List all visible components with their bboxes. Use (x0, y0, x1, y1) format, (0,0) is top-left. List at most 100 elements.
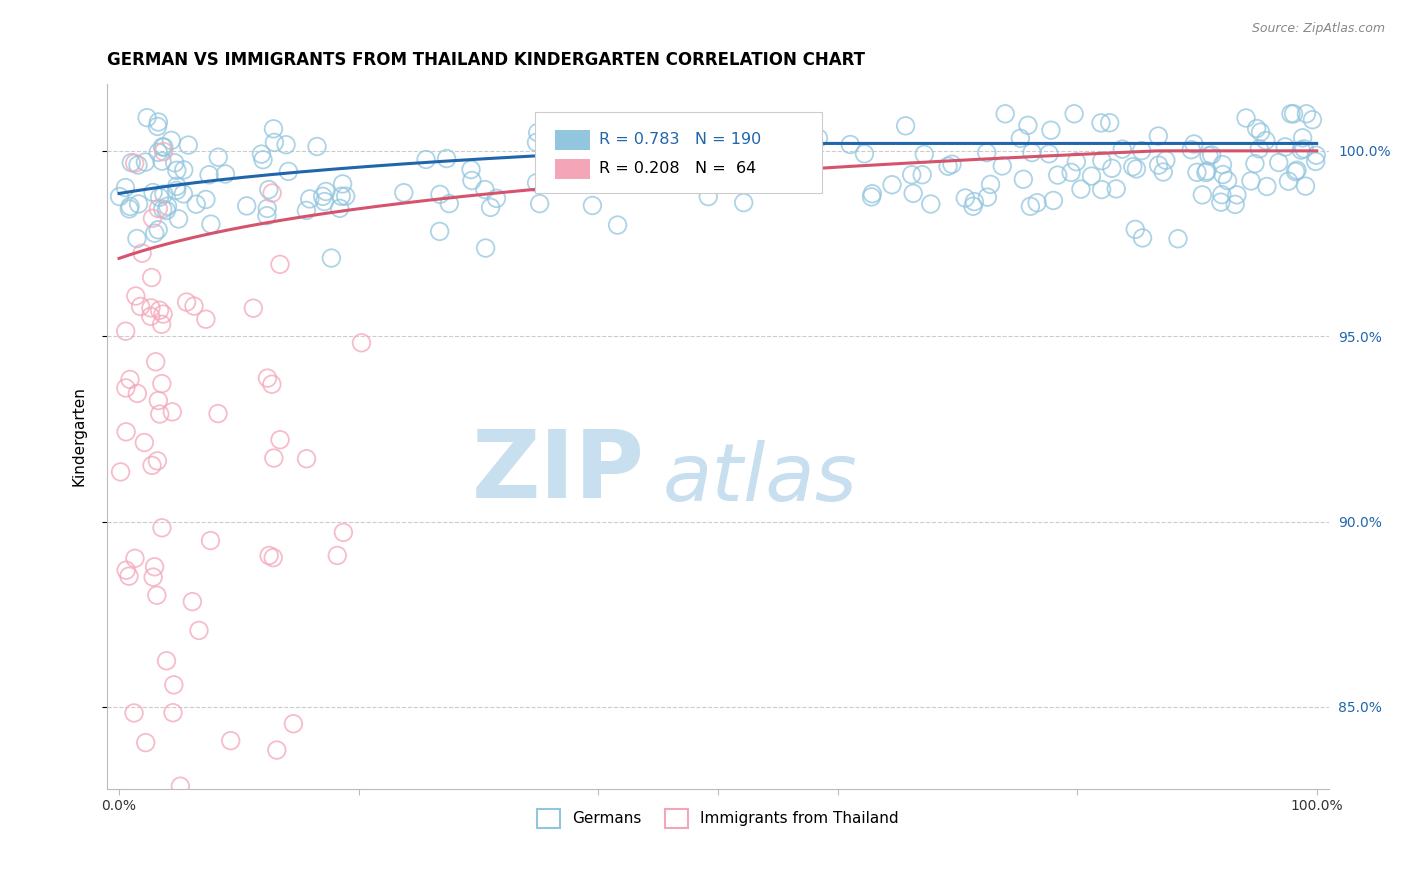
Point (176, 295, 198, 310)
Point (143, 226, 166, 240)
Legend: Germans, Immigrants from Thailand: Germans, Immigrants from Thailand (531, 803, 904, 834)
Point (152, 145, 174, 159)
Point (314, 194, 336, 209)
Point (606, 218, 628, 232)
Point (149, 190, 172, 204)
Point (436, 152, 458, 166)
Point (1244, 156, 1267, 170)
Point (118, 202, 141, 216)
Point (429, 224, 451, 238)
Point (150, 318, 173, 332)
Point (1285, 163, 1308, 178)
Point (188, 624, 211, 638)
Point (749, 169, 772, 183)
Point (149, 303, 172, 318)
Point (269, 433, 291, 447)
Text: atlas: atlas (662, 440, 858, 517)
Point (1240, 174, 1263, 188)
Point (142, 186, 165, 200)
Point (1305, 148, 1327, 162)
Point (1305, 154, 1327, 169)
Point (901, 186, 924, 201)
Point (256, 371, 278, 385)
Point (911, 168, 934, 182)
Point (976, 145, 998, 160)
Point (1060, 165, 1083, 179)
Point (474, 182, 496, 196)
Point (1211, 158, 1233, 172)
Point (1125, 161, 1147, 176)
Point (262, 186, 284, 200)
Point (1122, 160, 1144, 174)
Point (1284, 164, 1306, 178)
Point (263, 121, 285, 136)
Point (1130, 144, 1153, 158)
Point (122, 706, 145, 720)
Point (262, 550, 284, 565)
Point (538, 161, 561, 176)
Point (666, 128, 689, 142)
Point (634, 169, 657, 184)
Point (256, 209, 278, 223)
Point (1147, 128, 1170, 143)
Point (1234, 111, 1257, 125)
Point (1123, 222, 1146, 236)
Point (181, 594, 204, 608)
Point (1026, 195, 1049, 210)
Point (1274, 140, 1296, 154)
Point (1295, 179, 1317, 194)
Point (794, 172, 817, 186)
Point (167, 211, 190, 226)
Point (166, 183, 188, 197)
Point (260, 377, 283, 392)
Point (120, 155, 142, 169)
Point (160, 133, 183, 147)
Point (991, 159, 1014, 173)
Bar (555, 160, 589, 179)
Point (242, 301, 264, 315)
Point (146, 454, 169, 468)
Point (1201, 148, 1223, 162)
Point (880, 178, 903, 192)
Point (1070, 182, 1092, 196)
Point (124, 551, 146, 566)
Point (257, 183, 280, 197)
Point (141, 211, 163, 226)
Point (713, 169, 735, 183)
Point (1182, 136, 1205, 151)
Point (166, 179, 188, 194)
Point (128, 197, 150, 211)
Bar (555, 130, 589, 150)
Point (200, 533, 222, 548)
Point (129, 300, 152, 314)
Point (1291, 130, 1313, 145)
Point (114, 381, 136, 395)
Point (1195, 164, 1218, 178)
Point (277, 164, 299, 178)
Point (114, 180, 136, 194)
Point (1212, 168, 1234, 182)
Point (1292, 142, 1315, 156)
Point (1295, 107, 1317, 121)
Point (146, 588, 169, 602)
Point (315, 185, 337, 199)
Point (155, 203, 177, 218)
Point (1254, 134, 1277, 148)
Point (1185, 165, 1208, 179)
Point (139, 310, 162, 324)
Point (551, 124, 574, 138)
Point (900, 168, 922, 182)
Point (554, 125, 576, 139)
Point (1080, 169, 1102, 183)
Point (1250, 125, 1272, 139)
Point (941, 157, 963, 171)
Point (1063, 107, 1085, 121)
Point (312, 189, 335, 203)
Point (118, 569, 141, 583)
Point (526, 176, 548, 190)
Point (332, 177, 354, 191)
Point (575, 149, 598, 163)
Point (976, 190, 998, 204)
Point (963, 194, 986, 209)
Point (169, 779, 191, 793)
